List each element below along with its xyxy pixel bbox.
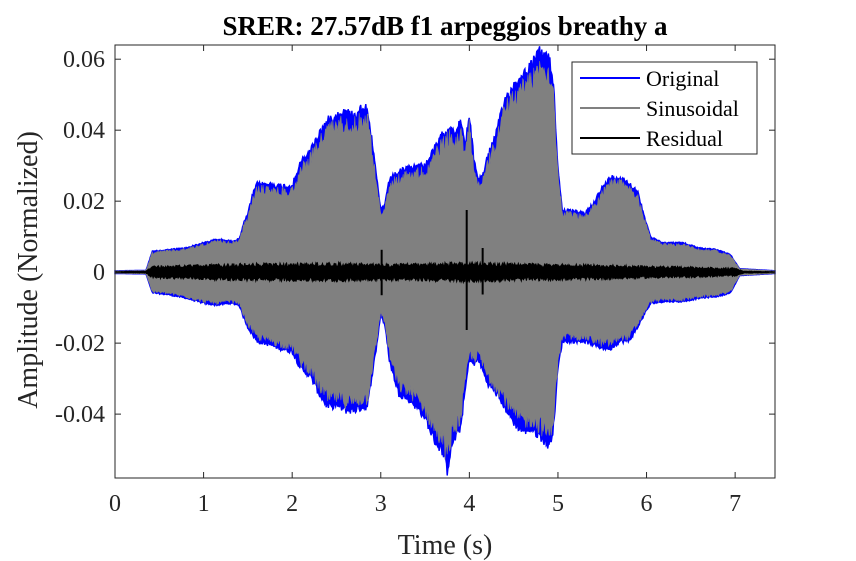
- series-layer: [114, 46, 776, 476]
- x-tick-label: 4: [463, 491, 475, 517]
- y-tick-label: 0.06: [63, 47, 105, 73]
- x-tick-label: 3: [375, 491, 387, 517]
- y-axis-label: Amplitude (Normalized): [13, 131, 44, 409]
- x-tick-label: 0: [109, 491, 121, 517]
- chart-title: SRER: 27.57dB f1 arpeggios breathy a: [222, 11, 668, 41]
- x-tick-label: 7: [729, 491, 741, 517]
- x-tick-label: 5: [552, 491, 564, 517]
- legend-item-sinusoidal: Sinusoidal: [580, 96, 739, 121]
- y-tick-label: -0.02: [55, 331, 105, 357]
- tick-layer: 0 1 2 3 4 5 6 7 -0.04 -0.02 0 0.02 0.04 0.06: [55, 45, 775, 517]
- x-tick-label: 1: [198, 491, 210, 517]
- y-tick-label: 0.02: [63, 189, 105, 215]
- y-tick-label: 0.04: [63, 118, 105, 144]
- axes-box: [114, 44, 776, 479]
- legend: Original Sinusoidal Residual: [571, 61, 758, 155]
- x-tick-label: 2: [286, 491, 298, 517]
- x-axis-label: Time (s): [398, 530, 493, 561]
- legend-item-residual: Residual: [580, 126, 723, 151]
- series-residual: [114, 210, 776, 330]
- x-tick-label: 6: [641, 491, 653, 517]
- legend-item-original: Original: [580, 66, 719, 91]
- y-tick-label: 0: [93, 260, 105, 286]
- legend-label-sinusoidal: Sinusoidal: [646, 96, 739, 121]
- legend-label-residual: Residual: [646, 126, 723, 151]
- legend-label-original: Original: [646, 66, 719, 91]
- y-tick-label: -0.04: [55, 402, 105, 428]
